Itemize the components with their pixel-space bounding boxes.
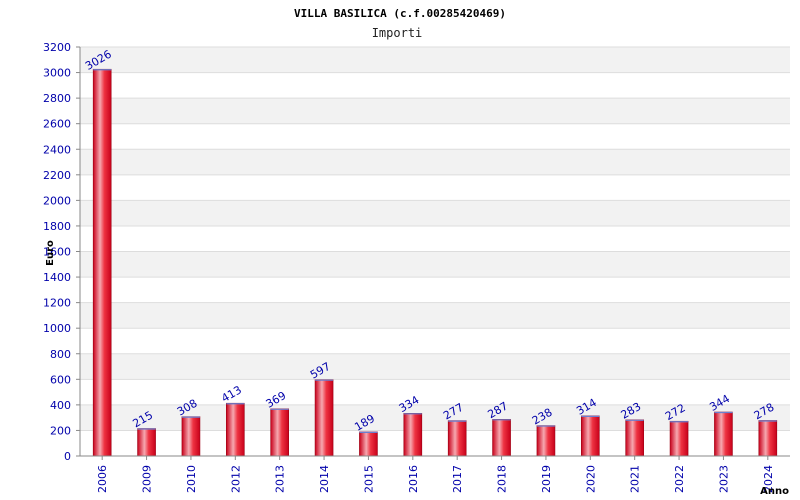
y-tick-label: 3000	[43, 67, 71, 80]
x-tick-label: 2016	[407, 465, 420, 493]
data-label: 413	[219, 383, 244, 405]
x-tick-label: 2006	[96, 465, 109, 493]
x-tick-label: 2017	[451, 465, 464, 493]
x-tick-label: 2015	[362, 465, 375, 493]
y-tick-label: 3200	[43, 41, 71, 54]
y-tick-label: 1600	[43, 246, 71, 259]
bar	[226, 402, 245, 457]
grid-bands	[80, 47, 790, 431]
y-tick-label: 1400	[43, 271, 71, 284]
chart-title: VILLA BASILICA (c.f.00285420469)	[294, 7, 506, 20]
y-axis-label: Euro	[45, 240, 56, 266]
y-tick-label: 2800	[43, 92, 71, 105]
gridlines	[80, 46, 790, 457]
x-tick-label: 2013	[274, 465, 287, 493]
grid-band	[80, 200, 790, 226]
grid-band	[80, 302, 790, 329]
bar	[447, 420, 467, 457]
bar	[137, 428, 156, 457]
y-tick-label: 1800	[43, 220, 71, 233]
y-tick-label: 2600	[43, 118, 71, 131]
y-tick-label: 600	[50, 373, 71, 386]
y-tick-label: 200	[50, 424, 71, 437]
bar	[758, 420, 778, 457]
bar	[669, 420, 689, 457]
x-tick-label: 2012	[229, 465, 242, 493]
bar	[625, 419, 644, 457]
x-tick-label: 2018	[496, 465, 509, 493]
y-tick-label: 1200	[43, 297, 71, 310]
grid-band	[80, 251, 790, 278]
x-tick-label: 2009	[141, 465, 154, 493]
bar	[314, 379, 334, 457]
bar	[714, 411, 733, 457]
y-tick-label: 2400	[43, 143, 71, 156]
bar	[92, 68, 112, 457]
x-tick-label: 2010	[185, 465, 198, 493]
y-tick-labels: 0 200 400 600 800 1000 1200 1400 1600 1800 2000 220…	[43, 41, 71, 463]
bar	[581, 415, 600, 457]
x-tick-labels: 2006 2009 2010 2012 2013 2014 2015 2016 2017 2018…	[96, 465, 775, 493]
x-tick-label: 2020	[584, 465, 597, 493]
x-axis-label: Anno	[760, 486, 789, 497]
bar	[270, 408, 289, 457]
x-tick-label: 2022	[673, 465, 686, 493]
y-tick-label: 800	[50, 348, 71, 361]
grid-band	[80, 98, 790, 124]
grid-band	[80, 353, 790, 380]
y-tick-label: 0	[64, 450, 71, 463]
x-tick-label: 2019	[540, 465, 553, 493]
x-tick-label: 2023	[717, 465, 730, 493]
y-tick-label: 2200	[43, 169, 71, 182]
x-tick-label: 2021	[629, 465, 642, 493]
bar	[492, 419, 511, 457]
chart-subtitle: Importi	[372, 26, 423, 40]
x-tick-label: 2014	[318, 465, 331, 493]
axes	[76, 46, 790, 460]
x-tick-label: 2024	[762, 465, 775, 493]
y-tick-label: 400	[50, 399, 71, 412]
bar	[403, 413, 423, 457]
bar	[536, 425, 556, 457]
bar	[181, 416, 201, 457]
grid-band	[80, 47, 790, 73]
y-tick-label: 1000	[43, 322, 71, 335]
grid-band	[80, 149, 790, 175]
bar	[359, 431, 378, 457]
y-tick-label: 2000	[43, 194, 71, 207]
